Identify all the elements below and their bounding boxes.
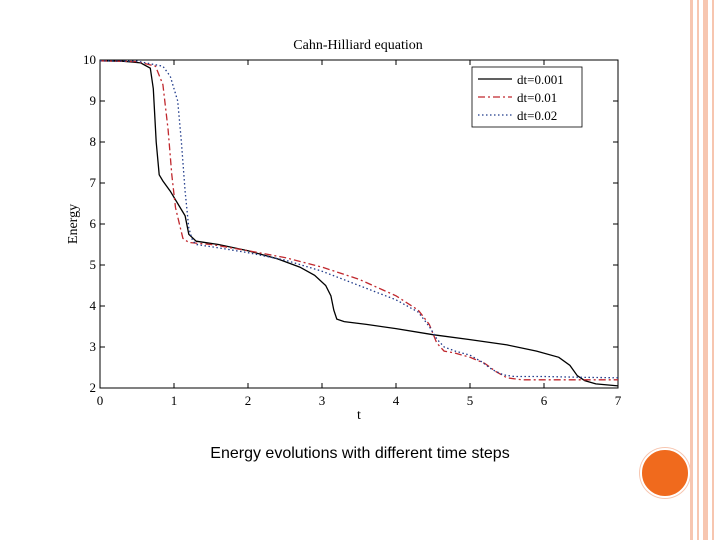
decorative-stripe (690, 0, 693, 540)
y-tick-label: 8 (90, 134, 97, 149)
chart-title: Cahn-Hilliard equation (293, 38, 422, 53)
slide-caption: Energy evolutions with different time st… (0, 445, 720, 463)
caption-text: Energy evolutions with different time st… (210, 445, 510, 462)
x-tick-label: 3 (319, 393, 326, 408)
x-tick-label: 1 (171, 393, 178, 408)
energy-chart: Cahn-Hilliard equation 0 1 2 3 4 5 6 7 2 3 4 5 6 7 8 9 1… (66, 38, 622, 423)
y-tick-label: 3 (90, 339, 97, 354)
y-tick-label: 2 (90, 380, 97, 395)
series-group (99, 60, 619, 387)
y-tick-label: 7 (90, 175, 97, 190)
axis-ticks: 0 1 2 3 4 5 6 7 2 3 4 5 6 7 8 9 10 (83, 52, 622, 408)
x-tick-label: 7 (615, 393, 622, 408)
y-tick-label: 5 (90, 257, 97, 272)
legend-entry-label: dt=0.01 (517, 90, 557, 105)
legend: dt=0.001 dt=0.01 dt=0.02 (471, 66, 583, 128)
x-tick-label: 4 (393, 393, 400, 408)
series-line-dt-0-001 (99, 60, 619, 387)
decorative-stripe (703, 0, 708, 540)
decorative-stripe (697, 0, 699, 540)
x-tick-label: 6 (541, 393, 548, 408)
series-line-dt-0-02 (99, 60, 619, 379)
y-axis-label: Energy (66, 204, 81, 244)
decorative-stripe (712, 0, 714, 540)
y-tick-label: 9 (90, 93, 97, 108)
y-tick-label: 6 (90, 216, 97, 231)
y-tick-label: 10 (83, 52, 96, 67)
y-tick-label: 4 (90, 298, 97, 313)
x-tick-label: 5 (467, 393, 474, 408)
series-line-dt-0-01 (99, 60, 618, 381)
decorative-circle (640, 448, 690, 498)
x-tick-label: 0 (97, 393, 104, 408)
legend-entry-label: dt=0.02 (517, 108, 557, 123)
legend-entry-label: dt=0.001 (517, 72, 564, 87)
x-axis-label: t (357, 408, 361, 423)
legend-box (471, 66, 583, 128)
x-tick-label: 2 (245, 393, 252, 408)
